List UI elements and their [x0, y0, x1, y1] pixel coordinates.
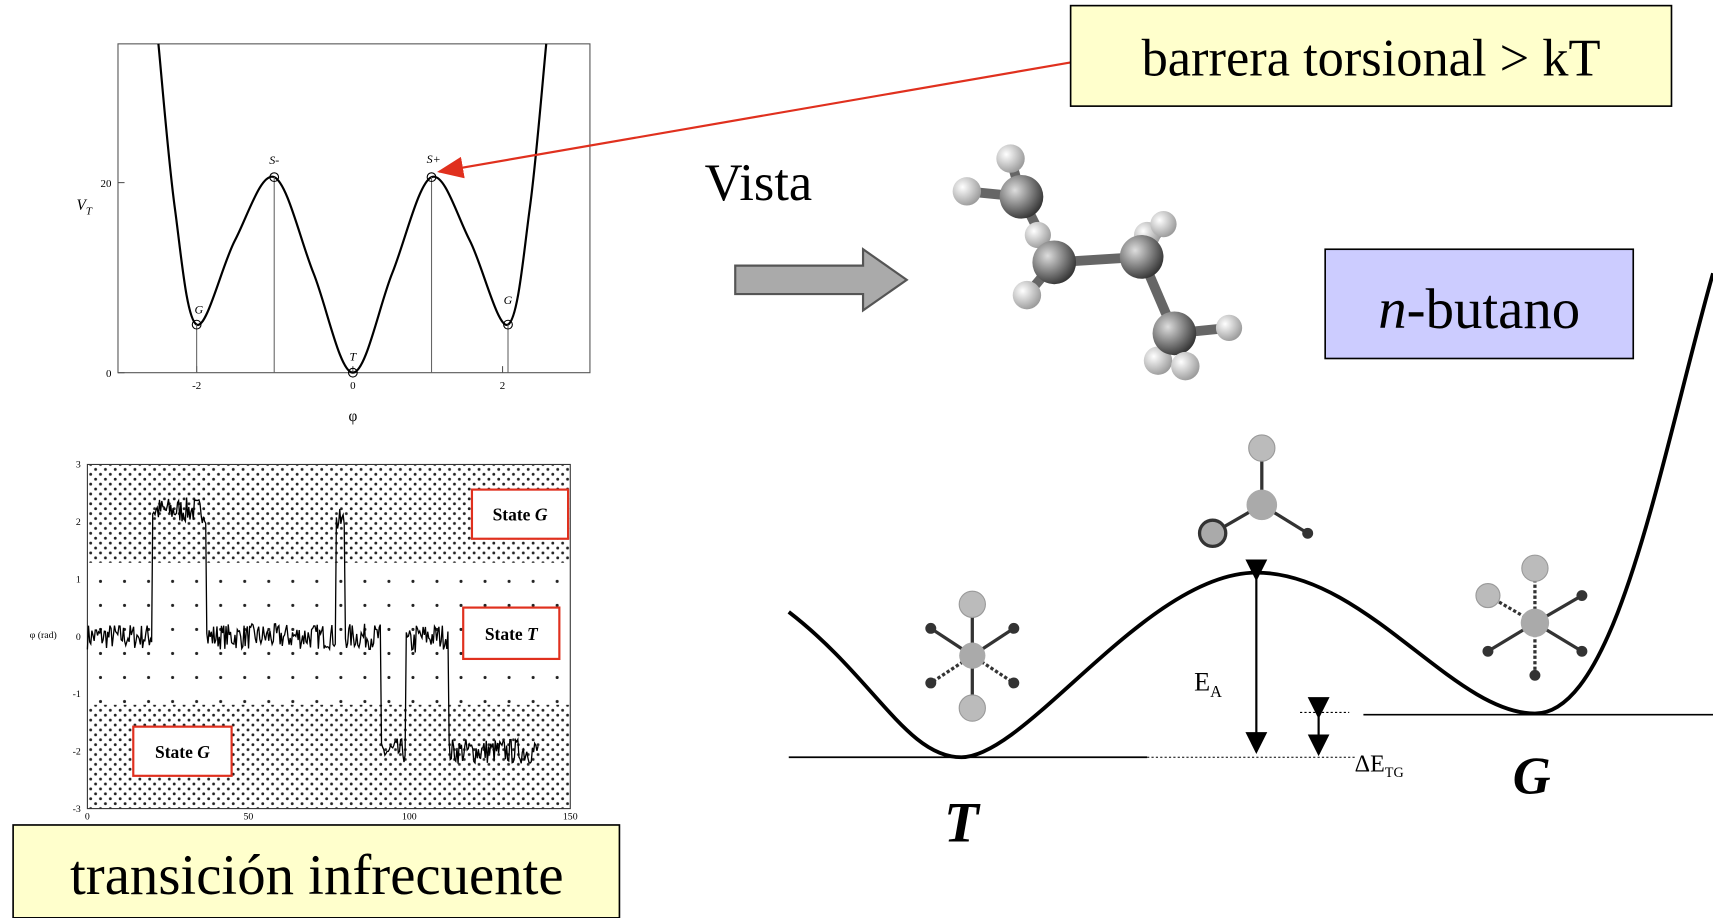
- x-tick-label: 0: [350, 380, 356, 392]
- x-tick-label: -2: [192, 380, 201, 392]
- y-label: φ (rad): [30, 630, 57, 641]
- trans-label: T: [944, 791, 981, 854]
- gauche-label: G: [1513, 747, 1551, 805]
- y-tick-label: 2: [76, 517, 81, 528]
- view-label: Vista: [705, 154, 813, 212]
- x-tick-label: 100: [402, 812, 417, 823]
- state-prefix: State: [485, 624, 527, 644]
- state-symbol: G: [197, 742, 210, 762]
- y-tick-label: 0: [76, 632, 81, 643]
- barrier-label: barrera torsional > kT: [1142, 30, 1601, 88]
- y-tick-label: 3: [76, 460, 81, 471]
- potential-curve: [158, 44, 546, 373]
- y-tick-label: -1: [73, 689, 81, 700]
- x-tick-label: 2: [500, 380, 505, 392]
- state-symbol: T: [527, 624, 539, 644]
- page: VT φ -202020S-S+GTG φ (rad) 3210-1-2-305…: [0, 0, 1713, 918]
- y-tick-label: -2: [73, 747, 81, 758]
- point-label: S+: [427, 152, 441, 166]
- point-label: G: [194, 303, 203, 317]
- molecule-label: n-butano: [1378, 278, 1580, 341]
- state-prefix: State: [155, 742, 197, 762]
- de-label: ΔETG: [1355, 751, 1404, 780]
- slide: VT φ -202020S-S+GTG φ (rad) 3210-1-2-305…: [0, 0, 1713, 918]
- ea-label: EA: [1194, 668, 1222, 702]
- transition-label: transición infrecuente: [70, 844, 564, 907]
- energy-diagram: EA ΔETG T G: [789, 273, 1713, 854]
- plot-frame: [118, 44, 590, 373]
- state-prefix: State: [493, 505, 535, 525]
- x-tick-label: 0: [85, 812, 90, 823]
- y-tick-label: 20: [101, 178, 112, 190]
- point-label: G: [504, 293, 513, 307]
- view-arrow: [735, 249, 907, 310]
- state-symbol: G: [535, 505, 548, 525]
- state-label: State G: [155, 742, 210, 762]
- point-label: S-: [269, 153, 279, 167]
- state-label: State T: [485, 624, 539, 644]
- y-tick-label: 1: [76, 574, 81, 585]
- y-tick-label: -3: [73, 804, 81, 815]
- x-label: φ: [348, 408, 357, 425]
- x-tick-label: 150: [563, 812, 578, 823]
- x-tick-label: 50: [243, 812, 253, 823]
- state-label: State G: [493, 505, 548, 525]
- y-label: VT: [76, 197, 92, 217]
- y-tick-label: 0: [106, 368, 112, 380]
- point-label: T: [350, 350, 358, 364]
